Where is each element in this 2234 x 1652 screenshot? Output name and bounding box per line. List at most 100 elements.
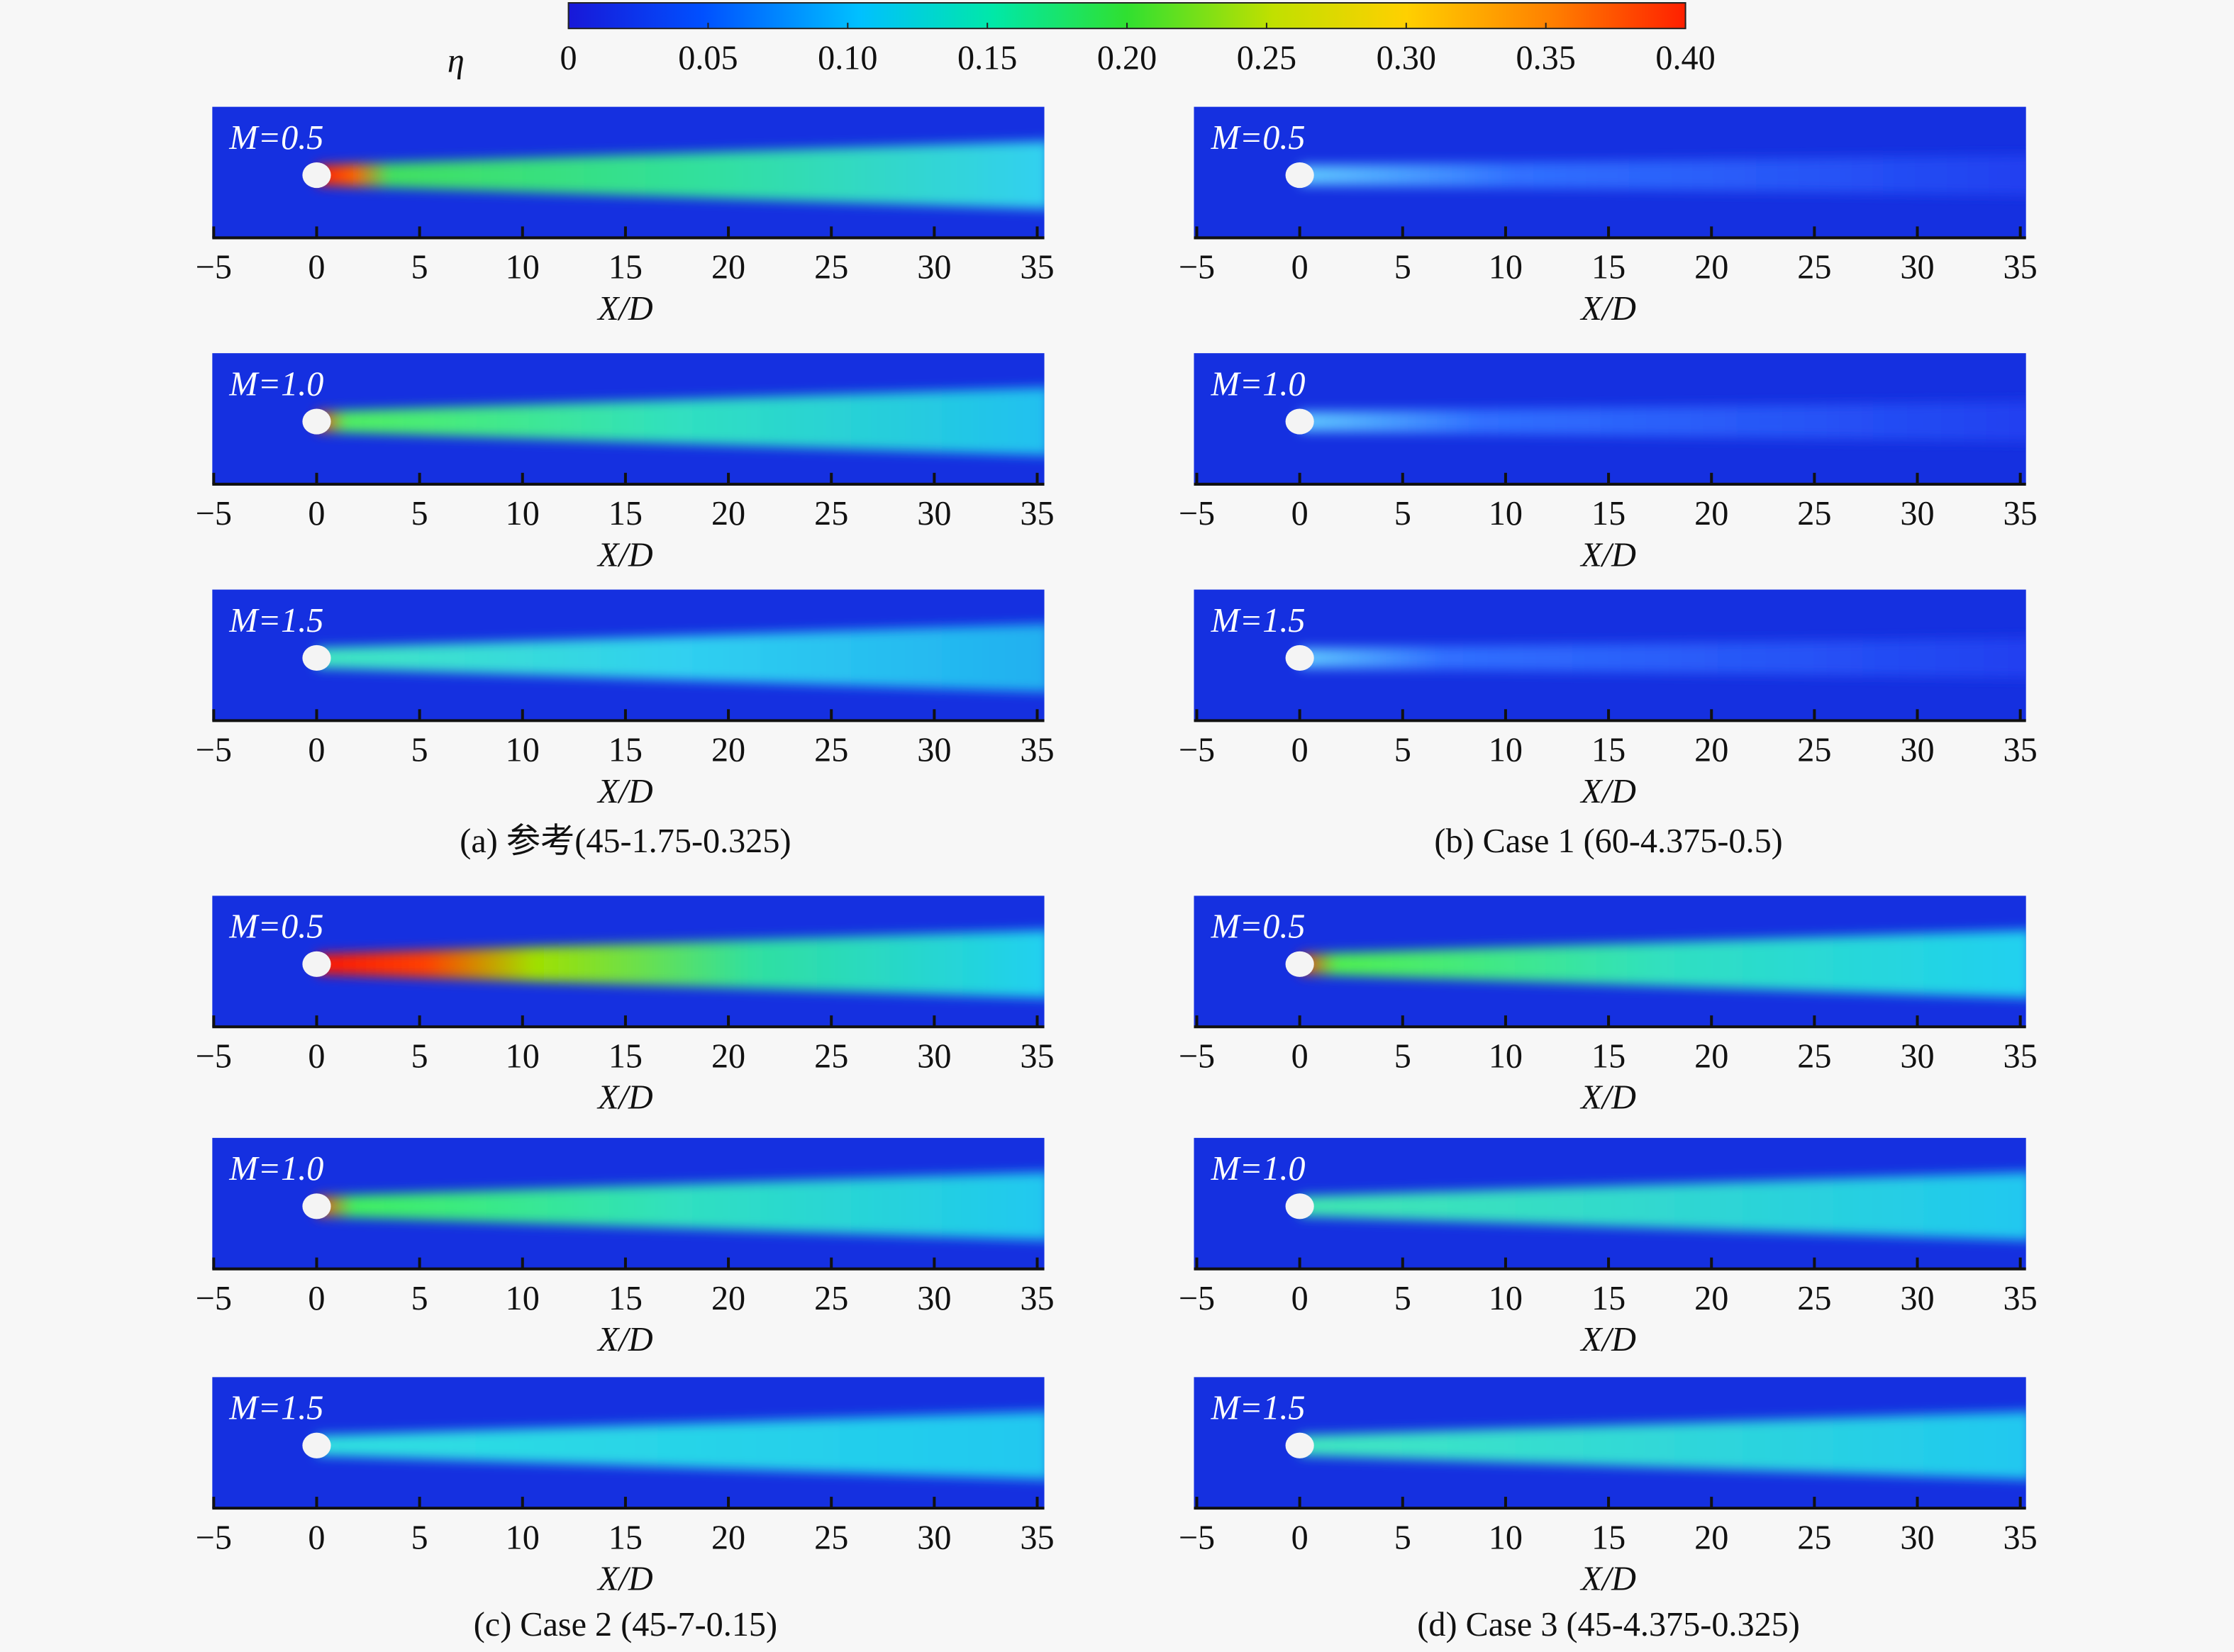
x-tick-label: 5 (1394, 732, 1411, 769)
film-hole (302, 1432, 331, 1458)
x-tick-label: 35 (1020, 249, 1054, 286)
x-tick-label: 5 (1394, 1280, 1411, 1317)
x-tick-label: 0 (308, 732, 325, 769)
panel-label: M=1.0 (1211, 1150, 1306, 1188)
x-tick-label: 15 (608, 732, 643, 769)
x-tick-label: 5 (411, 495, 428, 532)
caption: (c) Case 2 (45-7-0.15) (474, 1606, 777, 1643)
x-tick-label: −5 (196, 732, 232, 769)
jet-plume (316, 1172, 1045, 1241)
jet-plume (1299, 637, 2026, 678)
panel-label: M=0.5 (1211, 119, 1306, 157)
x-axis-label: X/D (1579, 1321, 1636, 1358)
x-tick-label: 30 (1900, 732, 1934, 769)
jet-plume (316, 141, 1045, 210)
x-tick-label: −5 (1179, 249, 1215, 286)
x-tick-label: 30 (917, 495, 951, 532)
x-tick-label: 15 (1591, 1037, 1626, 1075)
x-tick-label: 25 (1797, 1037, 1831, 1075)
x-tick-label: 0 (1291, 1519, 1308, 1556)
caption: (a) 参考(45-1.75-0.325) (460, 822, 791, 860)
x-tick-label: 20 (1694, 495, 1728, 532)
x-tick-label: −5 (1179, 1519, 1215, 1556)
x-tick-label: 30 (1900, 1519, 1934, 1556)
colorbar-tick-label: 0.05 (678, 39, 738, 77)
x-axis-label: X/D (596, 536, 653, 574)
x-tick-label: 35 (2004, 1280, 2038, 1317)
jet-plume (316, 930, 1045, 998)
x-tick-label: 5 (411, 1280, 428, 1317)
x-tick-label: 15 (1591, 249, 1626, 286)
x-tick-label: 10 (1489, 249, 1523, 286)
x-tick-label: 20 (711, 732, 745, 769)
x-tick-label: 10 (506, 249, 540, 286)
x-tick-label: −5 (1179, 495, 1215, 532)
x-tick-label: 10 (1489, 1037, 1523, 1075)
x-tick-label: 35 (1020, 1280, 1054, 1317)
x-tick-label: 0 (308, 1037, 325, 1075)
x-tick-label: 25 (814, 249, 848, 286)
x-tick-label: 10 (506, 732, 540, 769)
x-axis-label: X/D (1579, 536, 1636, 574)
panel-label: M=0.5 (228, 908, 323, 946)
x-axis-label: X/D (1579, 1561, 1636, 1598)
film-hole (1285, 162, 1314, 189)
x-tick-label: 15 (608, 1280, 643, 1317)
x-tick-label: 30 (917, 1519, 951, 1556)
x-tick-label: 20 (1694, 1280, 1728, 1317)
x-tick-label: −5 (1179, 732, 1215, 769)
x-tick-label: 25 (1797, 732, 1831, 769)
x-tick-label: 5 (1394, 495, 1411, 532)
x-tick-label: 15 (1591, 495, 1626, 532)
x-tick-label: 5 (411, 1519, 428, 1556)
jet-plume (1299, 1411, 2026, 1480)
x-tick-label: 0 (1291, 249, 1308, 286)
x-axis-label: X/D (596, 773, 653, 810)
colorbar-tick-label: 0.40 (1655, 39, 1715, 77)
x-tick-label: 30 (917, 1280, 951, 1317)
x-tick-label: 10 (506, 1280, 540, 1317)
jet-plume (316, 387, 1045, 456)
film-hole (302, 408, 331, 435)
x-tick-label: 0 (1291, 1037, 1308, 1075)
x-tick-label: −5 (196, 495, 232, 532)
x-tick-label: 25 (1797, 1519, 1831, 1556)
panel-label: M=1.0 (228, 1150, 323, 1188)
x-tick-label: 20 (711, 1519, 745, 1556)
x-tick-label: 0 (308, 495, 325, 532)
x-tick-label: 35 (2004, 1519, 2038, 1556)
x-tick-label: 35 (2004, 1037, 2038, 1075)
x-tick-label: 20 (1694, 1037, 1728, 1075)
colorbar-tick-label: 0.15 (957, 39, 1017, 77)
caption: (b) Case 1 (60-4.375-0.5) (1434, 822, 1782, 860)
x-tick-label: 5 (411, 732, 428, 769)
jet-plume (316, 1411, 1045, 1480)
x-tick-label: 35 (1020, 495, 1054, 532)
x-tick-label: 10 (1489, 495, 1523, 532)
x-tick-label: 30 (917, 732, 951, 769)
panel-label: M=1.5 (1211, 1390, 1306, 1427)
x-tick-label: 15 (1591, 1280, 1626, 1317)
x-tick-label: 20 (1694, 249, 1728, 286)
x-tick-label: 30 (1900, 249, 1934, 286)
colorbar-tick-label: 0 (560, 39, 577, 77)
colorbar-tick-label: 0.35 (1516, 39, 1576, 77)
film-hole (1285, 644, 1314, 671)
x-tick-label: 10 (506, 1037, 540, 1075)
x-tick-label: 5 (411, 1037, 428, 1075)
panel-label: M=0.5 (1211, 908, 1306, 946)
colorbar-tick-label: 0.30 (1377, 39, 1436, 77)
x-tick-label: 20 (711, 1037, 745, 1075)
x-tick-label: 30 (1900, 1037, 1934, 1075)
x-tick-label: 10 (1489, 732, 1523, 769)
x-tick-label: 10 (1489, 1280, 1523, 1317)
x-tick-label: 0 (1291, 495, 1308, 532)
x-tick-label: 25 (814, 1037, 848, 1075)
jet-plume (1299, 1172, 2026, 1241)
x-tick-label: 0 (1291, 732, 1308, 769)
film-hole (302, 1193, 331, 1220)
panel-label: M=0.5 (228, 119, 323, 157)
x-tick-label: 5 (411, 249, 428, 286)
